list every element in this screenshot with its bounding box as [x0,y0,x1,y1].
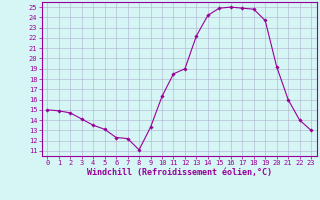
X-axis label: Windchill (Refroidissement éolien,°C): Windchill (Refroidissement éolien,°C) [87,168,272,177]
